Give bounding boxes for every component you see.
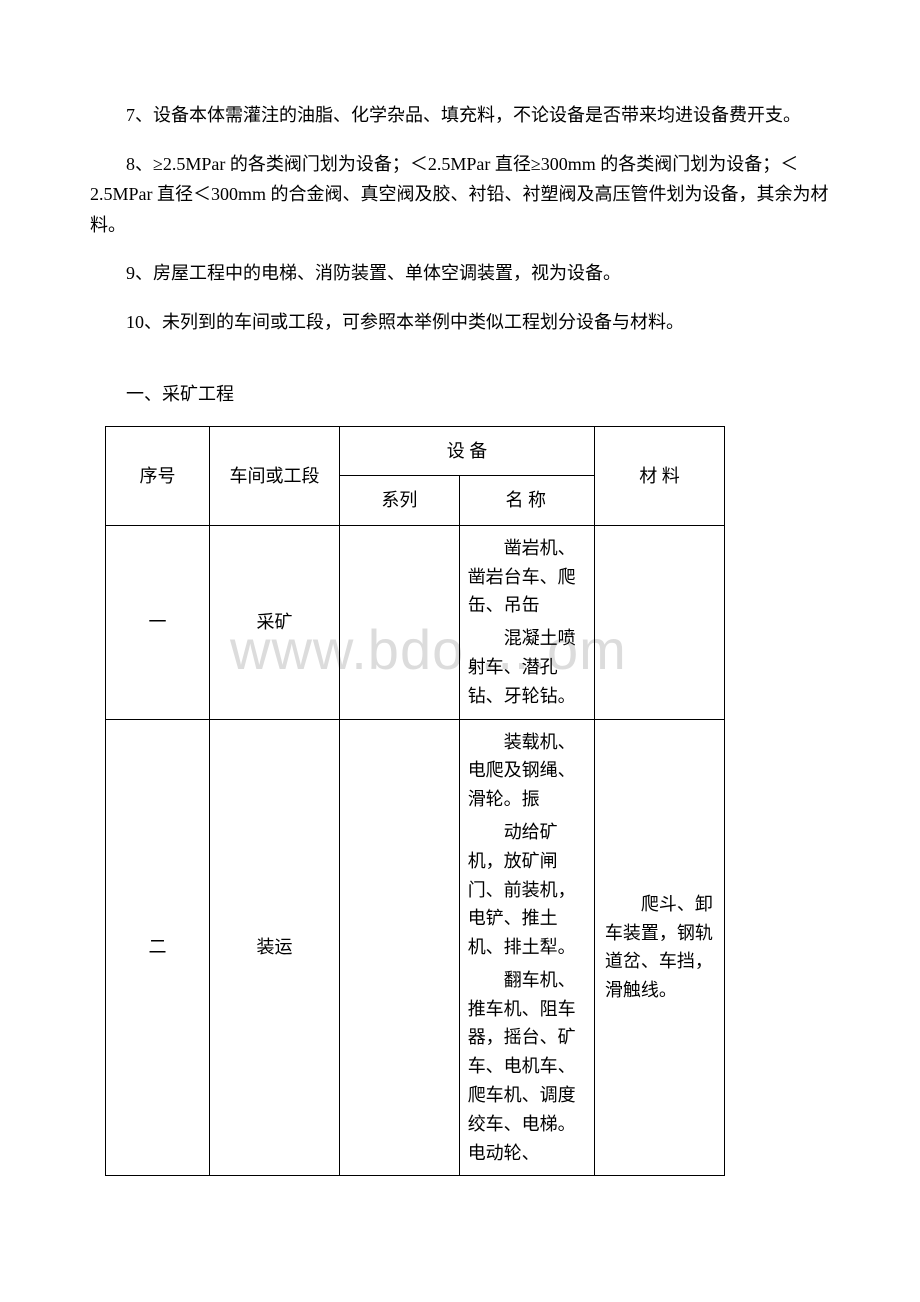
header-seq: 序号 <box>106 426 210 525</box>
cell-name-2-p1: 装载机、电爬及钢绳、滑轮。振 <box>468 728 584 814</box>
cell-series-2 <box>340 719 460 1176</box>
table-header-row-1: 序号 车间或工段 设 备 材 料 <box>106 426 725 475</box>
table-row: 二 装运 装载机、电爬及钢绳、滑轮。振 动给矿机，放矿闸门、前装机，电铲、推土机… <box>106 719 725 1176</box>
cell-name-2-p3: 翻车机、推车机、阻车器，摇台、矿车、电机车、爬车机、调度绞车、电梯。电动轮、 <box>468 966 584 1168</box>
cell-name-1-p1: 凿岩机、凿岩台车、爬缶、吊缶 <box>468 534 584 620</box>
paragraph-9: 9、房屋工程中的电梯、消防装置、单体空调装置，视为设备。 <box>90 258 830 289</box>
cell-material-1 <box>594 525 724 719</box>
header-equipment: 设 备 <box>340 426 595 475</box>
mining-table: 序号 车间或工段 设 备 材 料 系列 名 称 一 采矿 凿岩机、凿岩台车、爬缶… <box>105 426 725 1177</box>
header-material: 材 料 <box>594 426 724 525</box>
cell-section-2: 装运 <box>210 719 340 1176</box>
paragraph-7: 7、设备本体需灌注的油脂、化学杂品、填充料，不论设备是否带来均进设备费开支。 <box>90 100 830 131</box>
header-section: 车间或工段 <box>210 426 340 525</box>
paragraph-10: 10、未列到的车间或工段，可参照本举例中类似工程划分设备与材料。 <box>90 307 830 338</box>
cell-name-2: 装载机、电爬及钢绳、滑轮。振 动给矿机，放矿闸门、前装机，电铲、推土机、排土犁。… <box>459 719 594 1176</box>
cell-name-1: 凿岩机、凿岩台车、爬缶、吊缶 混凝土喷射车、潜孔钻、牙轮钻。 <box>459 525 594 719</box>
cell-name-1-p2: 混凝土喷射车、潜孔钻、牙轮钻。 <box>468 624 584 710</box>
cell-seq-2: 二 <box>106 719 210 1176</box>
paragraph-8: 8、≥2.5MPar 的各类阀门划为设备；＜2.5MPar 直径≥300mm 的… <box>90 149 830 241</box>
cell-series-1 <box>340 525 460 719</box>
cell-seq-1: 一 <box>106 525 210 719</box>
cell-material-2-p1: 爬斗、卸车装置，钢轨道岔、车挡，滑触线。 <box>605 890 714 1005</box>
table-row: 一 采矿 凿岩机、凿岩台车、爬缶、吊缶 混凝土喷射车、潜孔钻、牙轮钻。 <box>106 525 725 719</box>
cell-name-2-p2: 动给矿机，放矿闸门、前装机，电铲、推土机、排土犁。 <box>468 818 584 962</box>
cell-material-2: 爬斗、卸车装置，钢轨道岔、车挡，滑触线。 <box>594 719 724 1176</box>
cell-section-1: 采矿 <box>210 525 340 719</box>
section-title: 一、采矿工程 <box>90 378 830 410</box>
document-content: 7、设备本体需灌注的油脂、化学杂品、填充料，不论设备是否带来均进设备费开支。 8… <box>90 100 830 1176</box>
header-series: 系列 <box>340 476 460 525</box>
header-name: 名 称 <box>459 476 594 525</box>
